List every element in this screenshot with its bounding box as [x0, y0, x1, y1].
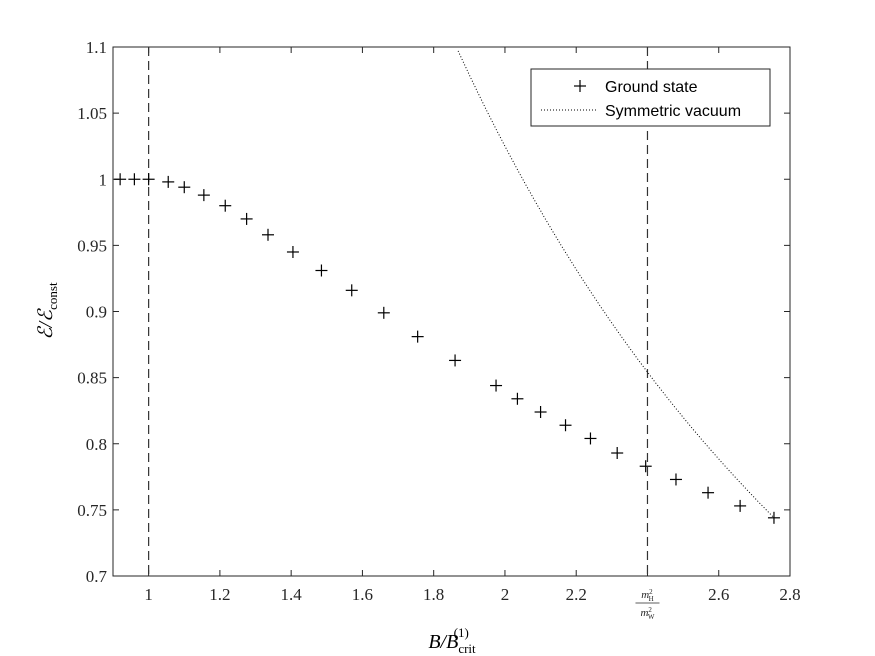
y-tick-label: 1.05 [77, 104, 107, 123]
x-tick-label: 1.8 [423, 585, 444, 604]
legend-box [530, 68, 771, 127]
data-point-ground-state [639, 460, 652, 473]
data-point-ground-state [669, 473, 682, 486]
y-tick-label: 0.8 [86, 435, 107, 454]
data-point-ground-state [128, 173, 141, 186]
data-point-ground-state [449, 354, 462, 367]
x-tick-label: 1.6 [352, 585, 373, 604]
data-point-ground-state [734, 499, 747, 512]
plot-area [112, 46, 791, 577]
y-tick-label: 0.95 [77, 236, 107, 255]
x-tick-label: 1 [144, 585, 153, 604]
data-point-ground-state [197, 189, 210, 202]
x-tick-label: 2 [501, 585, 510, 604]
x-tick-label: 2.2 [566, 585, 587, 604]
data-point-ground-state [534, 406, 547, 419]
x-tick-label: 2.6 [708, 585, 729, 604]
data-point-ground-state [511, 392, 524, 405]
data-point-ground-state [261, 228, 274, 241]
data-point-ground-state [377, 306, 390, 319]
data-point-ground-state [490, 379, 503, 392]
data-point-ground-state [411, 330, 424, 343]
data-point-ground-state [162, 175, 175, 188]
y-axis-label: ℰ/ℰconst [35, 282, 60, 340]
x-tick-label: 1.2 [209, 585, 230, 604]
series-symmetric-vacuum [457, 50, 775, 519]
data-point-ground-state [559, 419, 572, 432]
legend: Ground state Symmetric vacuum [530, 68, 771, 127]
data-point-ground-state [142, 173, 155, 186]
data-point-ground-state [584, 432, 597, 445]
x-tick-label-fraction: m2 Hm2 W [635, 588, 660, 621]
x-tick-label: 1.4 [281, 585, 303, 604]
data-point-ground-state [240, 212, 253, 225]
x-tick-label: 2.8 [779, 585, 800, 604]
data-point-ground-state [611, 447, 624, 460]
y-tick-label: 0.85 [77, 369, 107, 388]
data-point-ground-state [114, 173, 127, 186]
data-point-ground-state [286, 245, 299, 258]
data-point-ground-state [767, 511, 780, 524]
data-point-ground-state [702, 486, 715, 499]
fraction-numerator: m2 H [641, 588, 654, 603]
x-axis-label: B/Bcrit(1) [428, 625, 476, 656]
fraction-denominator: m2 W [640, 606, 654, 621]
y-tick-label: 0.7 [86, 567, 108, 586]
y-tick-label: 0.9 [86, 303, 107, 322]
data-point-ground-state [178, 181, 191, 194]
y-tick-label: 1.1 [86, 38, 107, 57]
data-point-ground-state [345, 284, 358, 297]
data-point-ground-state [315, 264, 328, 277]
data-point-ground-state [219, 199, 232, 212]
y-tick-label: 1 [99, 170, 108, 189]
y-tick-label: 0.75 [77, 501, 107, 520]
legend-label-symmetric-vacuum: Symmetric vacuum [605, 103, 741, 120]
legend-label-ground-state: Ground state [605, 79, 698, 96]
